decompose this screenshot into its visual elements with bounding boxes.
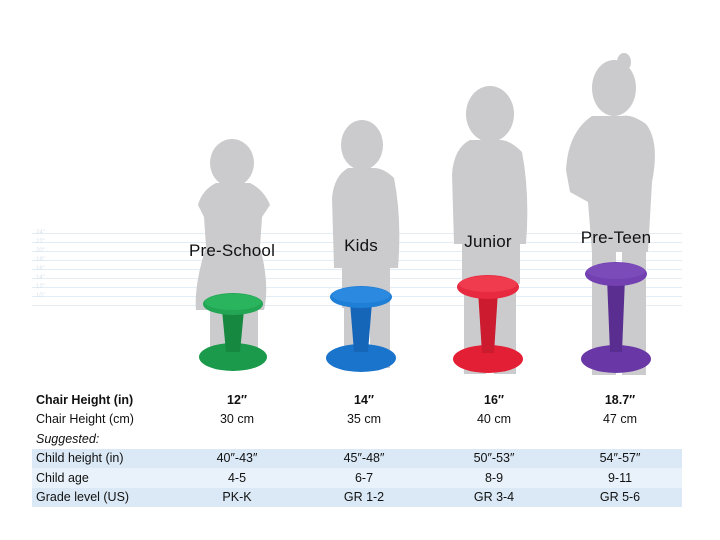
cell-value: 14″ [354,392,374,407]
chair-kids-icon [326,286,396,372]
category-label-junior: Junior [464,232,512,251]
chair-preschool-icon [199,293,267,371]
table-row-child-age: Child age 4-5 6-7 8-9 9-11 [32,468,682,488]
ruler-label: 18" [36,257,45,263]
ruler-label: 20" [36,248,45,254]
chair-junior-icon [453,275,523,373]
cell-value: 50″-53″ [430,448,558,468]
ruler-label: 12" [36,284,45,290]
cell-value [558,429,682,449]
row-label: Chair Height (cm) [36,412,134,427]
chair-preteen-icon [581,262,651,373]
cell-value: 16″ [484,392,504,407]
cell-value: 47 cm [602,412,638,427]
cell-value: 45″-48″ [298,448,430,468]
cell-value: 35 cm [346,412,382,427]
table-row-child-height: Child height (in) 40″-43″ 45″-48″ 50″-53… [32,448,682,468]
table-row-grade-level: Grade level (US) PK-K GR 1-2 GR 3-4 GR 5… [32,487,682,507]
table-row-chair-height-cm: Chair Height (cm) 30 cm 35 cm 40 cm 47 c… [32,410,682,430]
cell-value [430,429,558,449]
cell-value: 40 cm [476,412,512,427]
cell-value: 12″ [227,392,247,407]
table-row-suggested: Suggested: [32,429,682,449]
ruler-label: 22" [36,239,45,245]
cell-value: 8-9 [430,468,558,488]
row-label: Child age [32,468,176,488]
row-label: Child height (in) [32,448,176,468]
cell-value: PK-K [176,487,298,507]
ruler-label: 24" [36,230,45,236]
cell-value: 18.7″ [604,392,636,407]
category-label-preschool: Pre-School [188,241,276,260]
cell-value: 30 cm [219,412,255,427]
ruler-label: 14" [36,275,45,281]
cell-value: 40″-43″ [176,448,298,468]
table-row-chair-height-in: Chair Height (in) 12″ 14″ 16″ 18.7″ [32,390,682,410]
cell-value: 6-7 [298,468,430,488]
ruler-label: 16" [36,266,45,272]
row-label: Grade level (US) [32,487,176,507]
ruler-label: 10" [36,293,45,299]
cell-value [298,429,430,449]
cell-value: 54″-57″ [558,448,682,468]
category-label-kids: Kids [344,236,378,255]
cell-value: 4-5 [176,468,298,488]
cell-value: GR 5-6 [558,487,682,507]
row-label: Suggested: [36,431,100,446]
category-label-preteen: Pre-Teen [580,228,652,247]
cell-value: GR 3-4 [430,487,558,507]
row-label: Chair Height (in) [36,392,134,407]
size-spec-table: Chair Height (in) 12″ 14″ 16″ 18.7″ Chai… [32,390,682,507]
cell-value [176,429,298,449]
cell-value: GR 1-2 [298,487,430,507]
cell-value: 9-11 [558,468,682,488]
